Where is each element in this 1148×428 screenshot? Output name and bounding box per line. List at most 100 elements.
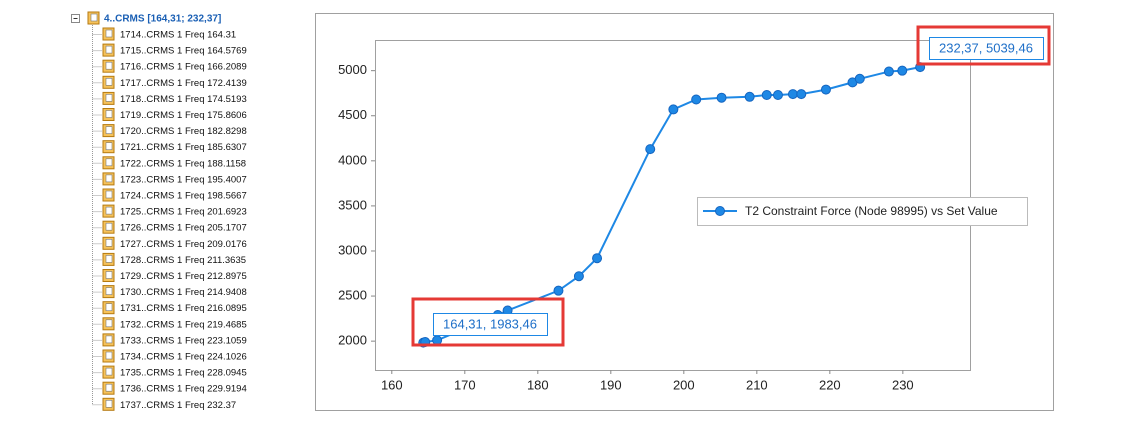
data-point: [772, 90, 783, 100]
x-tick-label: 210: [746, 377, 768, 392]
data-point: [744, 91, 755, 102]
x-tick-label: 220: [819, 377, 841, 392]
data-point: [883, 66, 894, 77]
tree-item[interactable]: 1727..CRMS 1 Freq 209.0176: [120, 239, 247, 250]
tree-item[interactable]: 1736..CRMS 1 Freq 229.9194: [120, 384, 247, 395]
doc-icon-page: [105, 303, 113, 312]
data-point: [820, 84, 831, 95]
data-point: [420, 337, 431, 348]
tree-item[interactable]: 1724..CRMS 1 Freq 198.5667: [120, 191, 247, 202]
doc-icon-page: [105, 29, 113, 38]
doc-icon-page: [105, 239, 113, 247]
data-point: [787, 89, 798, 100]
y-tick-label: 4500: [338, 107, 367, 122]
legend-label: T2 Constraint Force (Node 98995) vs Set …: [745, 204, 998, 218]
tree-item[interactable]: 1714..CRMS 1 Freq 164.31: [120, 30, 236, 41]
data-point: [645, 144, 656, 155]
plot-area: [375, 40, 971, 371]
highlight-box: [916, 25, 1051, 66]
data-point: [796, 89, 807, 100]
x-tick-label: 180: [527, 377, 549, 392]
tree-item[interactable]: 1717..CRMS 1 Freq 172.4139: [120, 78, 247, 89]
tree-item[interactable]: 1730..CRMS 1 Freq 214.9408: [120, 287, 247, 298]
annotation-box: [433, 313, 548, 336]
data-point: [691, 94, 702, 105]
doc-icon-page: [105, 174, 113, 183]
data-point: [477, 316, 488, 327]
data-point: [553, 285, 564, 296]
doc-icon-page: [105, 319, 113, 328]
data-point: [432, 335, 443, 346]
x-tick-label: 200: [673, 377, 695, 392]
tree-item[interactable]: 1734..CRMS 1 Freq 224.1026: [120, 352, 247, 363]
data-point: [668, 104, 679, 115]
tree-item[interactable]: 1732..CRMS 1 Freq 219.4685: [120, 319, 247, 330]
doc-icon-page: [105, 399, 113, 408]
data-point: [418, 337, 429, 348]
data-point: [854, 73, 865, 84]
tree-view: 4..CRMS [164,31; 232,37] 1714..CRMS 1 Fre…: [71, 11, 247, 411]
tree-item[interactable]: 1719..CRMS 1 Freq 175.8606: [120, 110, 247, 121]
doc-icon-page: [105, 367, 113, 376]
doc-icon-page: [105, 335, 113, 344]
tree-item[interactable]: 1737..CRMS 1 Freq 232.37: [120, 400, 236, 411]
annotation-text: 232,37, 5039,46: [939, 40, 1033, 55]
x-tick-label: 190: [600, 377, 622, 392]
tree-item[interactable]: 1718..CRMS 1 Freq 174.5193: [120, 94, 247, 105]
y-tick-label: 4000: [338, 152, 367, 167]
doc-icon-page: [105, 222, 113, 231]
legend-box: [697, 197, 1028, 226]
data-point: [716, 92, 727, 103]
tree-item[interactable]: 1728..CRMS 1 Freq 211.3635: [120, 255, 246, 266]
doc-icon-page: [105, 61, 113, 70]
doc-icon-page: [105, 142, 113, 150]
tree-item[interactable]: 1716..CRMS 1 Freq 166.2089: [120, 62, 247, 73]
tree-item[interactable]: 1723..CRMS 1 Freq 195.4007: [120, 174, 247, 185]
annotation-text: 164,31, 1983,46: [443, 316, 537, 331]
tree-item[interactable]: 1726..CRMS 1 Freq 205.1707: [120, 223, 247, 234]
legend-marker: [715, 206, 725, 216]
doc-icon-page: [105, 126, 113, 134]
doc-icon-page: [105, 94, 113, 102]
tree-item[interactable]: 1725..CRMS 1 Freq 201.6923: [120, 207, 247, 218]
doc-icon-page: [105, 255, 113, 263]
doc-icon-page: [105, 287, 113, 295]
y-tick-label: 2000: [338, 333, 367, 348]
data-point: [761, 90, 772, 100]
tree-item[interactable]: 1721..CRMS 1 Freq 185.6307: [120, 142, 247, 153]
tree-item[interactable]: 1733..CRMS 1 Freq 223.1059: [120, 335, 247, 346]
doc-icon-page: [105, 271, 113, 279]
tree-item[interactable]: 1731..CRMS 1 Freq 216.0895: [120, 303, 247, 314]
data-point: [915, 62, 926, 73]
doc-icon-page: [105, 190, 113, 199]
tree-item[interactable]: 1729..CRMS 1 Freq 212.8975: [120, 271, 247, 282]
highlight-box: [411, 297, 565, 347]
y-tick-label: 3500: [338, 197, 367, 212]
doc-icon-page: [105, 158, 113, 167]
data-point: [573, 271, 584, 282]
y-tick-label: 3000: [338, 242, 367, 257]
data-point: [502, 305, 513, 316]
x-tick-label: 230: [892, 377, 914, 392]
doc-icon-page: [105, 45, 113, 54]
data-point: [492, 310, 503, 320]
x-tick-label: 160: [381, 377, 403, 392]
doc-icon-page: [105, 383, 113, 392]
data-point: [897, 65, 908, 76]
data-point: [592, 253, 603, 264]
tree-root[interactable]: 4..CRMS [164,31; 232,37]: [104, 14, 221, 25]
tree-item[interactable]: 1722..CRMS 1 Freq 188.1158: [120, 158, 246, 169]
doc-icon-page: [105, 78, 113, 86]
y-tick-label: 2500: [338, 288, 367, 303]
chart-frame: [315, 13, 1054, 411]
annotation-box: [929, 37, 1044, 60]
y-tick-label: 5000: [338, 62, 367, 77]
tree-item[interactable]: 1720..CRMS 1 Freq 182.8298: [120, 126, 247, 137]
doc-icon-page: [105, 206, 113, 215]
doc-icon-page: [90, 13, 98, 22]
tree-item[interactable]: 1735..CRMS 1 Freq 228.0945: [120, 368, 247, 379]
tree-item[interactable]: 1715..CRMS 1 Freq 164.5769: [120, 46, 247, 57]
data-point: [847, 77, 858, 88]
doc-icon-page: [105, 351, 113, 360]
x-tick-label: 170: [454, 377, 476, 392]
